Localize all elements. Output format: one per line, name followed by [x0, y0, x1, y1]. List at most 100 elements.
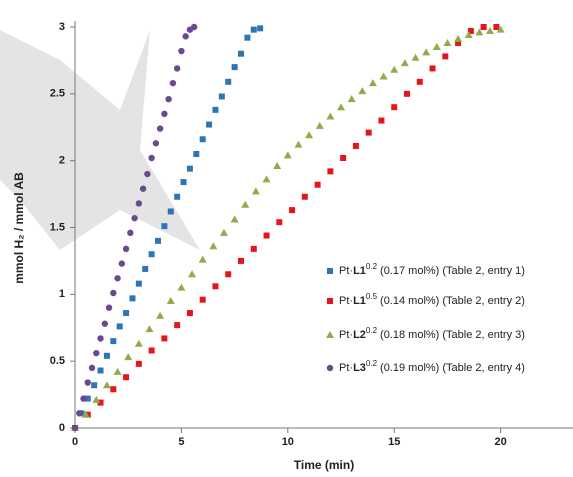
legend-superscript: 0.2: [366, 359, 378, 368]
data-point: [432, 43, 441, 51]
data-point: [273, 162, 282, 170]
data-point: [144, 170, 151, 178]
y-tick-label: 2: [59, 155, 65, 167]
data-point: [467, 28, 474, 35]
data-point: [263, 232, 270, 239]
legend-superscript: 0.5: [366, 292, 378, 301]
data-point: [365, 129, 372, 136]
y-tick-label: 1.5: [50, 221, 65, 233]
data-point: [218, 93, 225, 100]
legend-detail: (0.19 mol%) (Table 2, entry 4): [380, 362, 525, 374]
data-point: [225, 271, 232, 278]
data-point: [378, 117, 385, 124]
data-point: [84, 395, 91, 402]
data-point: [93, 349, 100, 357]
legend-name-bold: L1: [353, 295, 366, 307]
data-point: [101, 320, 108, 327]
data-point: [209, 242, 218, 250]
data-point: [139, 185, 147, 192]
y-tick-label: 2.5: [50, 88, 65, 100]
data-point: [186, 165, 193, 172]
data-point: [352, 142, 359, 149]
data-point: [486, 27, 494, 35]
data-point: [186, 310, 193, 317]
data-point: [105, 304, 113, 311]
data-point: [238, 50, 244, 57]
data-point: [390, 65, 399, 73]
data-point: [174, 193, 181, 200]
data-point: [480, 24, 487, 30]
data-point: [102, 381, 111, 389]
data-point: [368, 79, 377, 87]
data-point: [416, 78, 423, 85]
data-point: [225, 78, 232, 85]
data-point: [193, 150, 200, 157]
legend-superscript: 0.2: [366, 262, 378, 271]
data-point: [315, 121, 324, 129]
data-point: [124, 353, 133, 361]
data-point: [238, 257, 244, 264]
data-point: [231, 64, 238, 71]
watermark-shape: [0, 30, 200, 250]
legend-detail: (0.14 mol%) (Table 2, entry 2): [380, 295, 525, 307]
legend-name: Pt·: [339, 362, 353, 374]
data-point: [442, 53, 449, 60]
data-point: [301, 193, 308, 200]
data-point: [161, 223, 168, 230]
data-point: [97, 399, 104, 406]
data-point: [156, 125, 164, 132]
legend-name-bold: L2: [353, 329, 366, 341]
data-point: [182, 33, 189, 40]
data-point: [400, 59, 409, 67]
legend-swatch: [326, 331, 334, 338]
x-tick-label: 10: [282, 436, 294, 448]
data-point: [127, 229, 134, 237]
data-point: [212, 106, 219, 113]
data-point: [276, 219, 283, 226]
data-point: [135, 200, 143, 207]
data-point: [327, 168, 334, 175]
data-point: [76, 410, 83, 417]
y-tick-label: 1: [59, 288, 65, 300]
data-point: [114, 275, 121, 282]
data-point: [262, 175, 271, 183]
data-point: [103, 352, 110, 359]
data-point: [206, 121, 213, 128]
data-point: [173, 65, 181, 72]
data-point: [166, 297, 175, 305]
legend-name-bold: L3: [353, 362, 366, 374]
data-point: [122, 245, 130, 253]
data-point: [165, 95, 172, 103]
data-point: [145, 325, 154, 333]
data-point: [92, 395, 101, 403]
data-point: [148, 251, 155, 258]
data-point: [134, 339, 143, 347]
data-point: [347, 95, 356, 103]
data-point: [219, 228, 228, 236]
x-tick-label: 15: [388, 436, 400, 448]
data-point: [110, 289, 117, 297]
legend-swatch: [327, 298, 333, 304]
data-point: [129, 295, 136, 302]
data-point: [454, 35, 463, 43]
data-point: [118, 260, 126, 267]
data-point: [91, 382, 98, 389]
data-point: [110, 386, 117, 393]
data-point: [294, 140, 303, 148]
data-point: [135, 360, 142, 367]
data-point: [167, 208, 174, 215]
x-axis-title: Time (min): [294, 458, 354, 472]
data-point: [244, 34, 251, 41]
data-point: [230, 215, 239, 223]
data-point: [123, 310, 130, 317]
data-point: [97, 335, 104, 342]
data-point: [116, 323, 123, 330]
data-point: [169, 79, 177, 87]
x-tick-label: 5: [178, 436, 184, 448]
data-point: [199, 136, 206, 143]
data-point: [422, 48, 431, 56]
data-point: [443, 39, 452, 47]
data-point: [148, 154, 155, 162]
